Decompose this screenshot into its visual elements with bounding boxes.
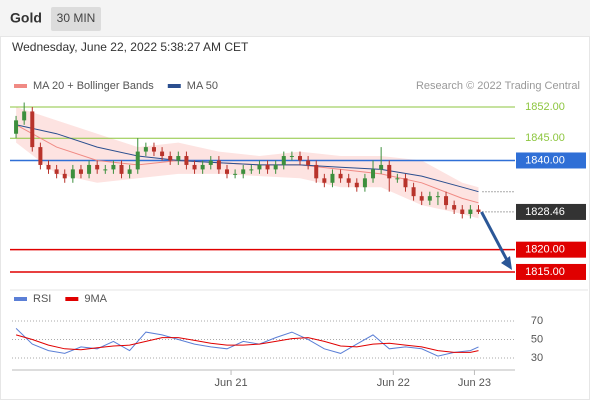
candle-body [62, 173, 67, 179]
candle-body [103, 169, 108, 171]
legend-swatch [14, 297, 27, 301]
candle-body [468, 209, 473, 214]
indicator-line [15, 334, 479, 353]
candle-body [395, 178, 400, 180]
level-box [516, 152, 586, 169]
candle-body [249, 169, 254, 171]
candle-body [387, 164, 392, 179]
candle-body [54, 169, 59, 174]
candle-body [298, 156, 303, 161]
candle-body [354, 182, 359, 188]
bollinger-band [16, 107, 479, 219]
candle-body [362, 178, 367, 188]
candle-body [411, 187, 416, 197]
candle-body [233, 173, 238, 175]
candle-body [78, 169, 83, 174]
candle-body [70, 169, 75, 179]
level-label: 1815.00 [525, 266, 565, 278]
candle-body [330, 173, 335, 183]
y-tick-label: 70 [531, 315, 543, 327]
candle-body [176, 156, 181, 161]
candle-body [38, 147, 43, 165]
candle-body [151, 147, 156, 152]
candle-body [444, 196, 449, 206]
candle-body [476, 209, 481, 212]
candle-body [168, 156, 173, 161]
candle-body [346, 178, 351, 183]
indicator-line [15, 328, 479, 357]
legend-label: 9MA [84, 293, 107, 305]
legend-swatch [65, 297, 79, 301]
candle-body [135, 151, 140, 170]
candle-body [216, 160, 221, 170]
candle-body [403, 178, 408, 188]
x-tick-label: Jun 22 [377, 377, 410, 389]
candle-body [435, 196, 440, 198]
candle-body [452, 205, 457, 210]
timestamp: Wednesday, June 22, 2022 5:38:27 AM CET [12, 40, 249, 54]
candle-body [460, 209, 465, 214]
level-label: 1840.00 [525, 154, 565, 166]
candle-body [289, 156, 294, 158]
level-box [516, 203, 586, 220]
legend-label: MA 50 [187, 80, 218, 92]
candle-body [306, 160, 311, 165]
source: Research © 2022 Trading Central [416, 80, 580, 92]
legend-swatch [167, 84, 181, 88]
candle-body [427, 196, 432, 201]
candle-body [281, 156, 286, 165]
x-tick-label: Jun 21 [215, 377, 248, 389]
arrow-head [501, 255, 512, 270]
legend-label: RSI [33, 293, 51, 305]
y-tick-label: 30 [531, 352, 543, 364]
candle-body [224, 169, 229, 174]
candle-body [338, 173, 343, 179]
candle-body [322, 178, 327, 183]
candle-body [111, 164, 116, 170]
instrument: Gold [10, 10, 42, 26]
level-label: 1852.00 [525, 101, 565, 113]
x-tick-label: Jun 23 [458, 377, 491, 389]
level-label: 1820.00 [525, 244, 565, 256]
candle-body [257, 164, 262, 170]
legend-label: MA 20 + Bollinger Bands [33, 80, 154, 92]
candle-body [379, 164, 384, 170]
candle-body [314, 164, 319, 179]
legend-swatch [14, 84, 27, 88]
candle-body [192, 164, 197, 170]
level-label: 1845.00 [525, 132, 565, 144]
candle-body [184, 156, 189, 165]
candle-body [87, 164, 92, 174]
candle-body [22, 111, 27, 121]
candle-body [30, 111, 35, 148]
candle-body [419, 196, 424, 201]
candle-body [273, 164, 278, 170]
candle-body [14, 120, 19, 134]
y-tick-label: 50 [531, 333, 543, 345]
candle-body [241, 169, 246, 174]
candle-body [143, 147, 148, 152]
candle-body [127, 169, 132, 174]
interval-button[interactable] [51, 7, 101, 31]
interval-label[interactable]: 30 MIN [57, 11, 96, 25]
candle-body [265, 164, 270, 170]
candle-body [95, 164, 100, 170]
candle-body [46, 164, 51, 170]
level-box [516, 241, 586, 258]
candle-body [119, 164, 124, 174]
level-box [516, 263, 586, 280]
candle-body [160, 151, 165, 157]
candle-body [200, 164, 205, 170]
projection-arrow [480, 211, 511, 265]
level-label: 1828.46 [525, 206, 565, 218]
candle-body [208, 160, 213, 165]
candle-body [371, 169, 376, 179]
